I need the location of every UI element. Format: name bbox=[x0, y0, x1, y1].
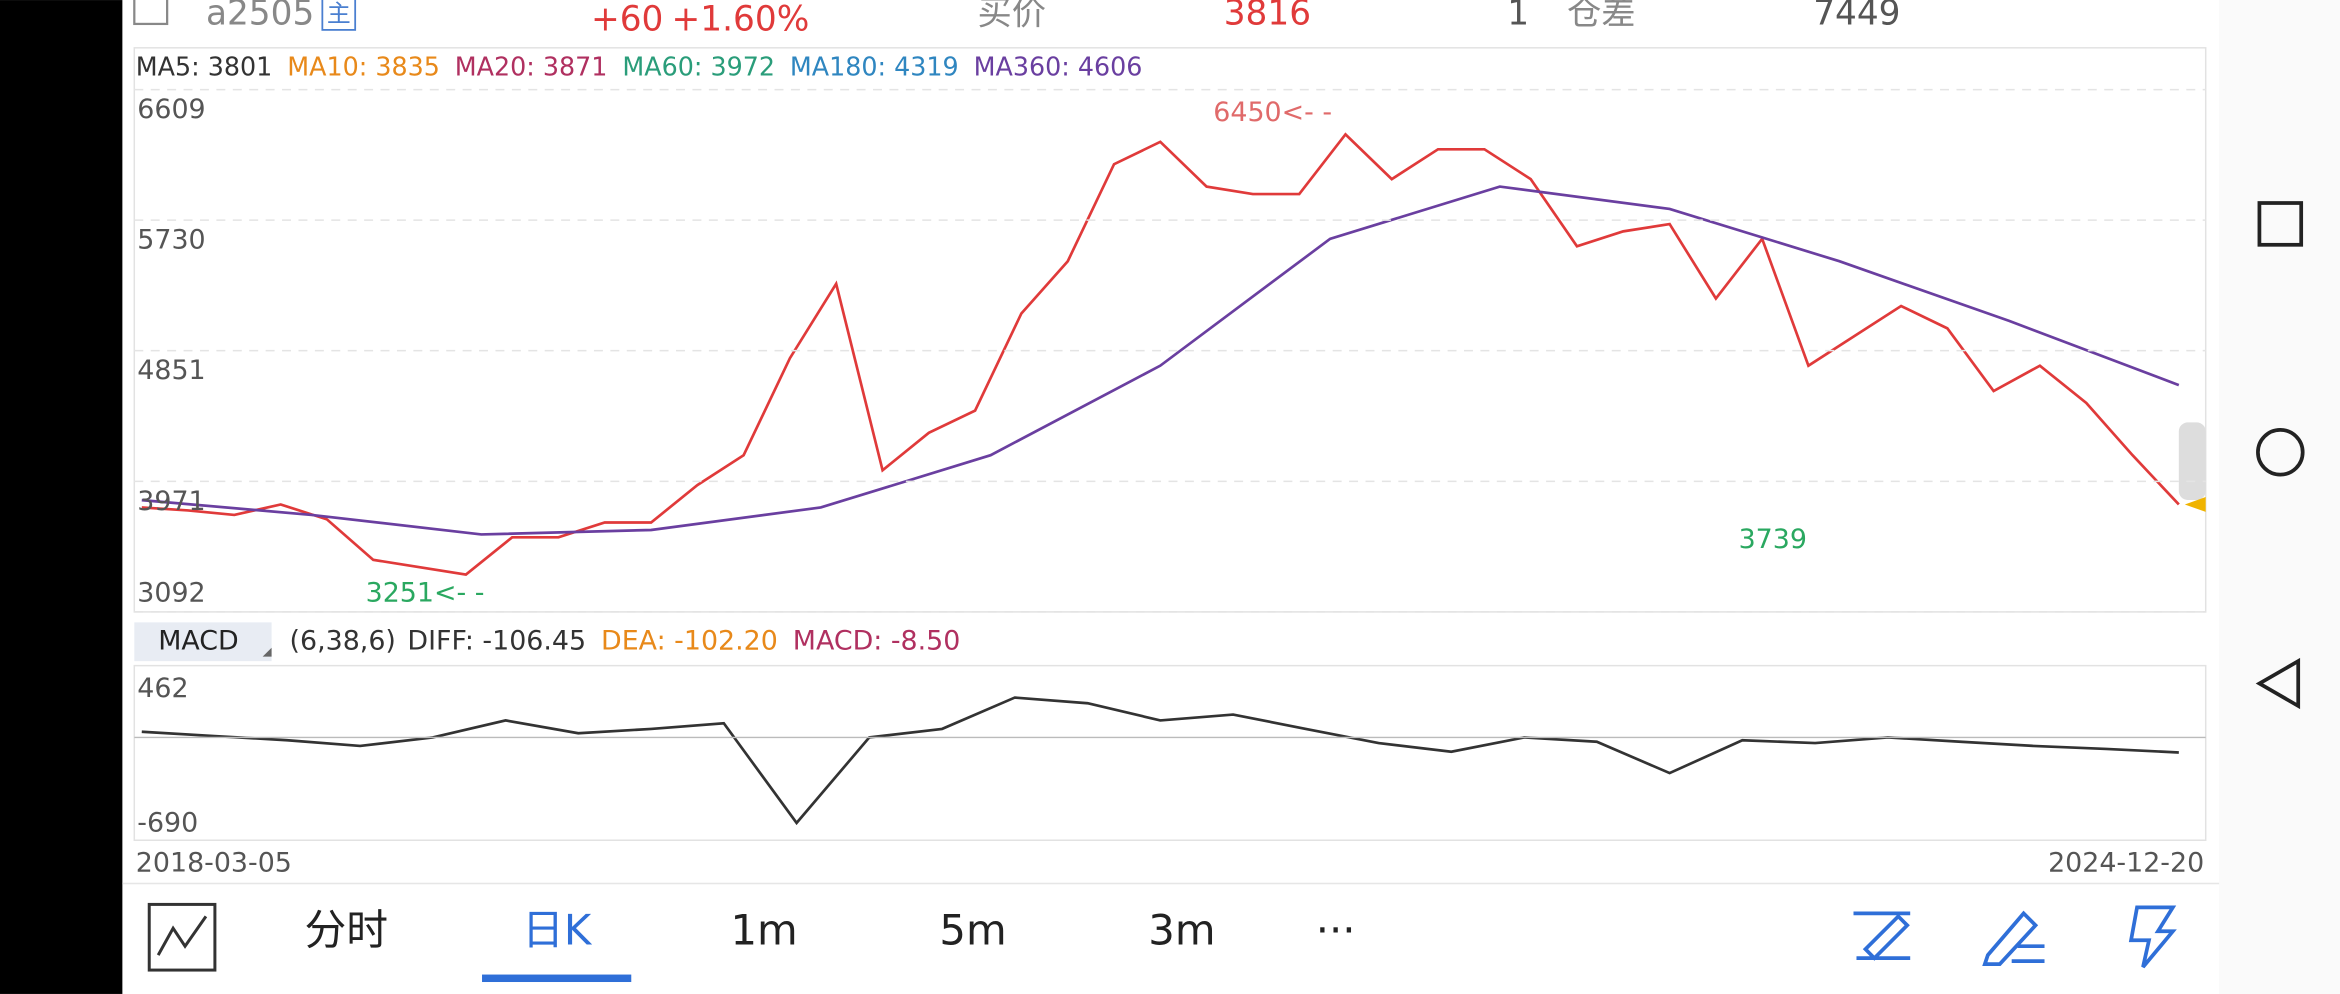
left-bezel bbox=[0, 0, 123, 994]
macd-legend: MACD: -8.50 bbox=[793, 625, 961, 656]
flash-icon[interactable] bbox=[2128, 905, 2177, 969]
ma-legend: MA5: 3801 bbox=[136, 52, 273, 82]
toolbar-tab[interactable]: 3m bbox=[1148, 905, 1215, 954]
nav-bar bbox=[2219, 0, 2340, 994]
ma-legend: MA180: 4319 bbox=[790, 52, 959, 82]
macd-tab-arrow bbox=[262, 647, 272, 657]
y-tick-label: 3971 bbox=[137, 486, 205, 517]
start-date: 2018-03-05 bbox=[136, 848, 292, 879]
end-date: 2024-12-20 bbox=[2048, 848, 2204, 879]
y-tick-label: 5730 bbox=[137, 225, 205, 256]
tag: 主 bbox=[327, 0, 351, 27]
macd-tab[interactable]: MACD bbox=[158, 625, 239, 656]
change: +60 bbox=[591, 0, 663, 39]
bid-label: 买价 bbox=[977, 0, 1046, 33]
nav-back[interactable] bbox=[2255, 657, 2301, 710]
macd-params: (6,38,6) bbox=[290, 625, 396, 656]
toolbar-tab[interactable]: 分时 bbox=[304, 905, 388, 954]
toolbar-tab[interactable]: 5m bbox=[939, 905, 1006, 954]
annotation: 3251<- - bbox=[366, 578, 485, 609]
nav-recent[interactable] bbox=[2257, 201, 2304, 247]
chart-icon[interactable] bbox=[147, 902, 217, 972]
draw-icon[interactable] bbox=[1853, 911, 1911, 961]
checkbox[interactable] bbox=[133, 0, 169, 26]
collapse-handle[interactable] bbox=[2178, 422, 2206, 500]
ma-legend: MA20: 3871 bbox=[455, 52, 608, 82]
annotation: 3739 bbox=[1739, 524, 1807, 555]
price-marker bbox=[2184, 497, 2206, 512]
tool-icons bbox=[1853, 905, 2177, 969]
macd-panel bbox=[133, 664, 2207, 841]
series-line bbox=[141, 132, 2180, 577]
nav-home[interactable] bbox=[2256, 427, 2305, 477]
macd-legend: DIFF: -106.45 bbox=[407, 625, 586, 656]
y-tick-label: 3092 bbox=[137, 578, 205, 609]
bid: 3816 bbox=[1224, 0, 1311, 33]
series-line bbox=[141, 696, 2179, 826]
active-underline bbox=[482, 974, 632, 983]
ma-legend: MA360: 4606 bbox=[974, 52, 1143, 82]
ma-legend: MA10: 3835 bbox=[287, 52, 440, 82]
qty: 1 bbox=[1507, 0, 1529, 33]
symbol: a2505 bbox=[206, 0, 314, 33]
tag-box bbox=[321, 0, 357, 31]
oi: 7449 bbox=[1813, 0, 1900, 33]
change-pct: +1.60% bbox=[672, 0, 810, 39]
macd-legend: DEA: -102.20 bbox=[601, 625, 778, 656]
series-line bbox=[141, 185, 2180, 536]
price-panel bbox=[133, 47, 2207, 613]
y-tick-label: -690 bbox=[137, 807, 198, 838]
oi-label: 仓差 bbox=[1567, 0, 1636, 33]
toolbar-tab[interactable]: 日K bbox=[522, 905, 593, 954]
ma-legend: MA60: 3972 bbox=[622, 52, 775, 82]
toolbar-tab[interactable]: 1m bbox=[730, 905, 797, 954]
annotation: 6450<- - bbox=[1213, 97, 1332, 128]
macd-tab-bg[interactable] bbox=[134, 622, 272, 662]
edit-icon[interactable] bbox=[1982, 910, 2045, 966]
toolbar-tab[interactable]: ··· bbox=[1316, 905, 1356, 954]
y-tick-label: 462 bbox=[137, 673, 188, 704]
chart-icon-line bbox=[156, 915, 208, 956]
y-tick-label: 6609 bbox=[137, 94, 205, 125]
y-tick-label: 4851 bbox=[137, 355, 205, 386]
